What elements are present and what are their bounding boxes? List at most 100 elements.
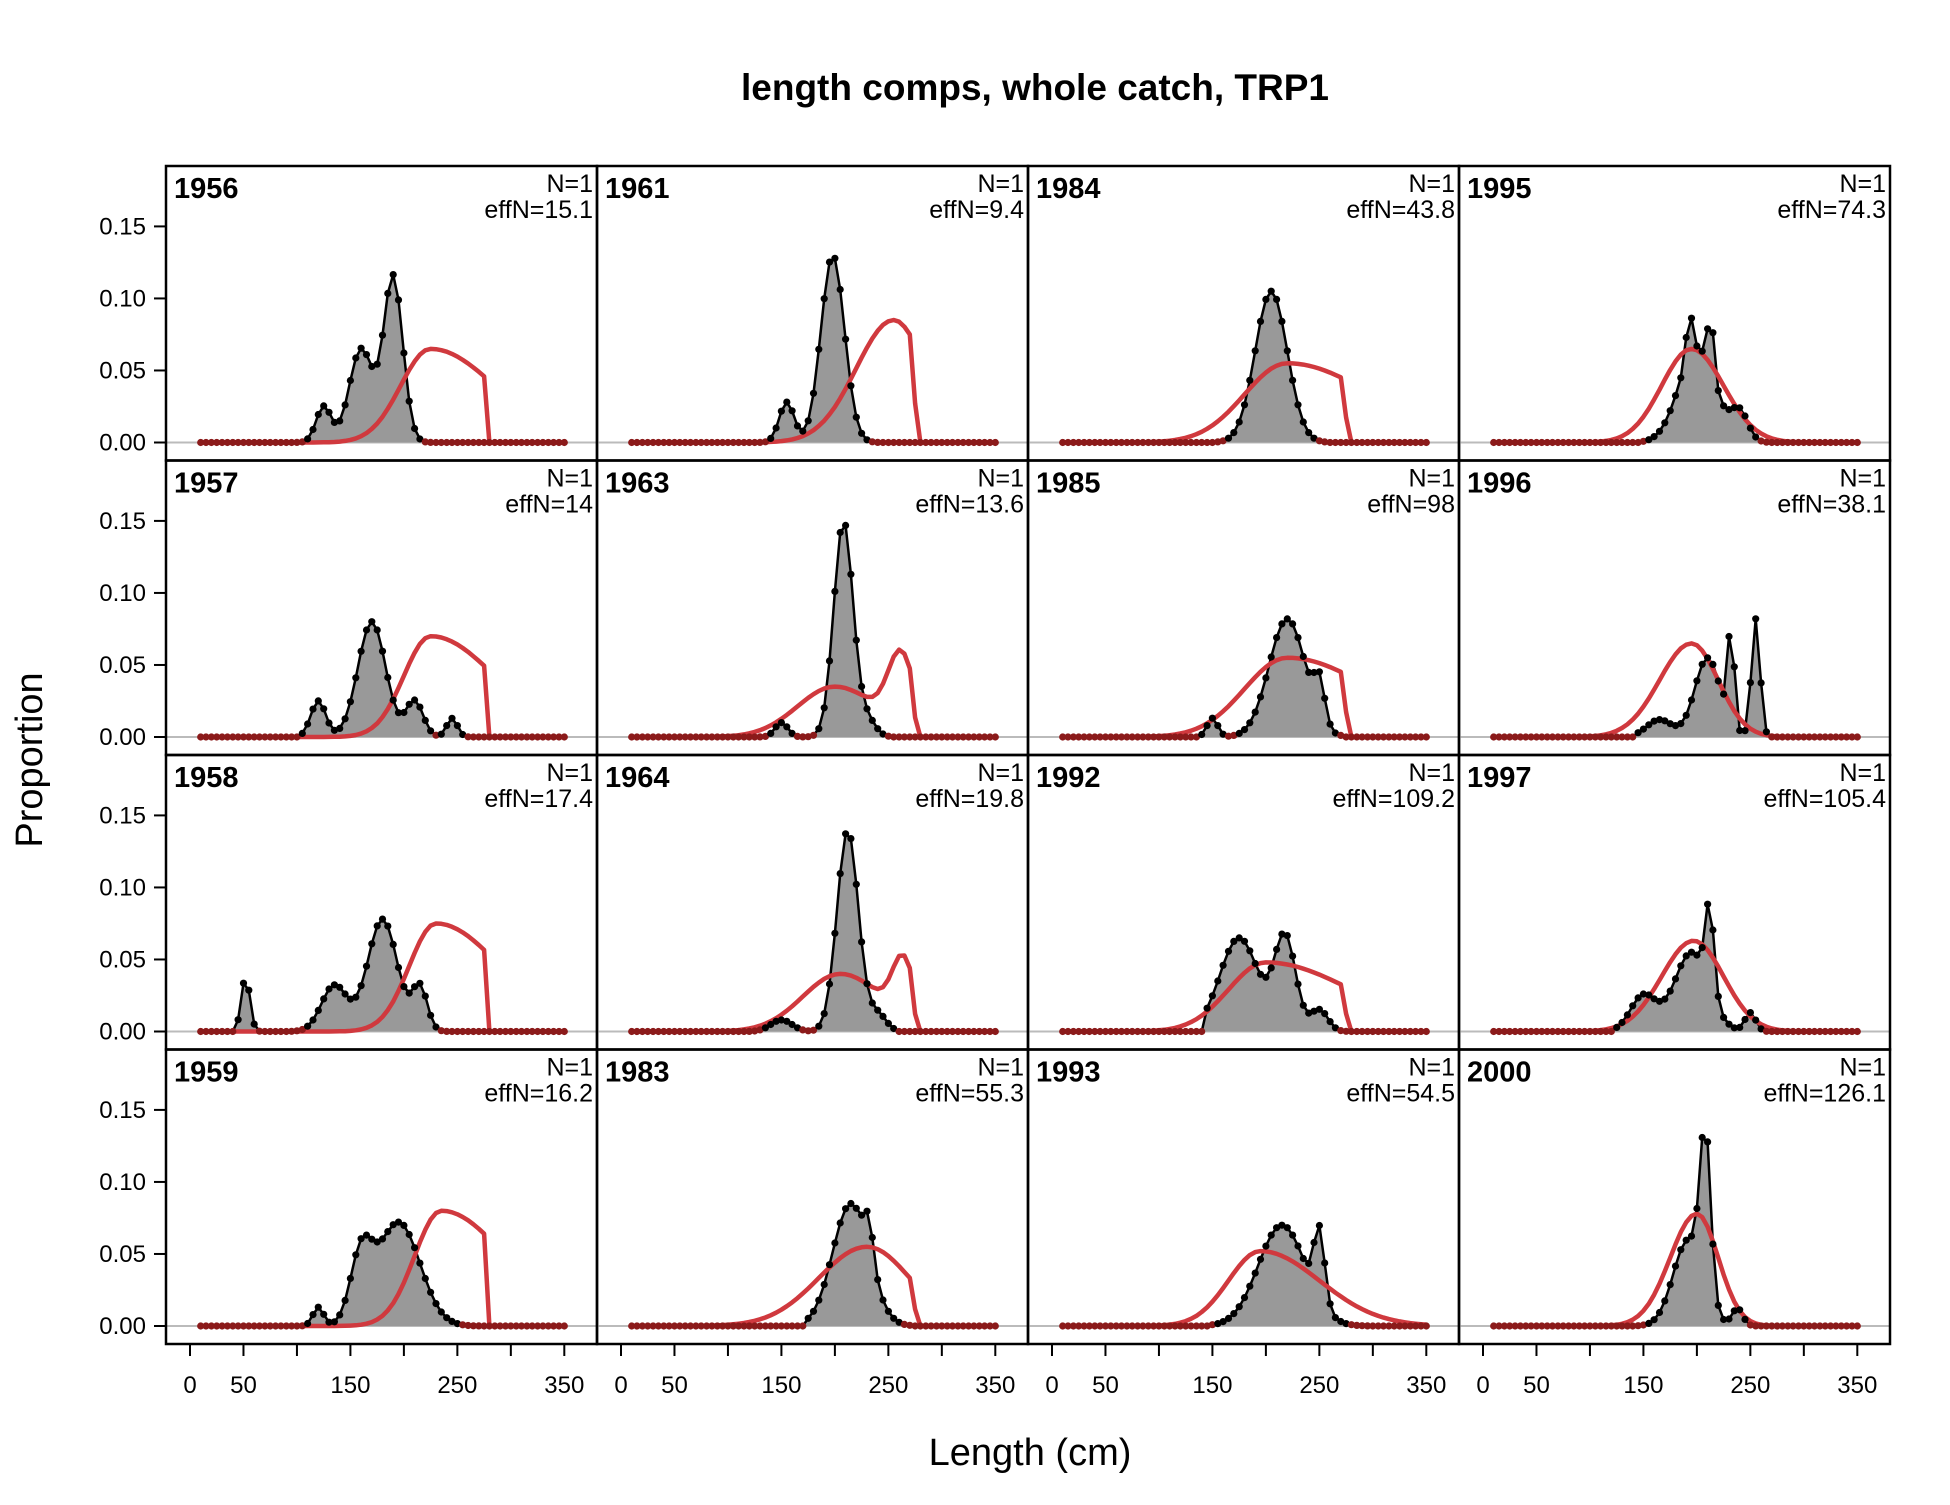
observed-point [890, 1024, 898, 1033]
observed-point [1299, 418, 1307, 426]
observed-point [665, 733, 673, 741]
observed-point [1139, 1027, 1147, 1036]
observed-point [681, 1322, 689, 1330]
observed-point [1650, 717, 1658, 725]
observed-point [836, 285, 844, 294]
observed-point [1704, 900, 1712, 908]
observed-point [943, 438, 951, 447]
observed-point [234, 1322, 242, 1330]
observed-point [1511, 1322, 1519, 1330]
observed-point [1661, 717, 1669, 725]
observed-point [405, 700, 413, 708]
observed-point [1417, 1027, 1425, 1036]
observed-point [1417, 1322, 1425, 1330]
observed-point [469, 1322, 477, 1330]
observed-point [336, 724, 344, 733]
observed-point [1736, 1306, 1744, 1314]
observed-point [954, 733, 962, 741]
panel-year-label: 2000 [1467, 1057, 1532, 1089]
observed-point [1080, 1027, 1088, 1036]
observed-point [1581, 1322, 1589, 1330]
observed-point [660, 1027, 668, 1036]
observed-point [895, 438, 903, 447]
observed-area [200, 919, 565, 1032]
observed-point [1800, 438, 1808, 447]
observed-point [660, 1322, 668, 1330]
observed-point [1736, 726, 1744, 735]
observed-point [1725, 1020, 1733, 1028]
observed-point [633, 438, 641, 447]
observed-point [384, 673, 392, 682]
observed-point [1187, 1322, 1195, 1330]
observed-point [1522, 1322, 1530, 1330]
x-tick-label: 0 [183, 1372, 196, 1399]
observed-point [1591, 438, 1599, 447]
observed-point [213, 438, 221, 447]
observed-point [507, 1027, 515, 1036]
observed-point [874, 438, 882, 446]
observed-point [1412, 1027, 1420, 1036]
observed-line [631, 1201, 996, 1328]
observed-point [825, 1261, 834, 1269]
observed-point [1613, 1322, 1621, 1330]
observed-point [1848, 733, 1856, 741]
observed-point [1379, 1027, 1388, 1036]
observed-point [1262, 1242, 1270, 1250]
observed-point [528, 733, 536, 741]
observed-point [1532, 1322, 1541, 1330]
observed-point [809, 731, 818, 739]
observed-point [378, 1235, 387, 1243]
observed-point [1321, 438, 1329, 446]
observed-point [633, 1027, 641, 1036]
observed-point [501, 1322, 510, 1330]
observed-point [1182, 1027, 1190, 1036]
observed-point [686, 1027, 695, 1036]
observed-point [815, 345, 823, 353]
observed-point [1623, 1011, 1631, 1019]
observed-point [341, 1296, 349, 1304]
observed-point [539, 1322, 547, 1330]
observed-point [1639, 990, 1647, 998]
observed-point [1559, 438, 1567, 447]
observed-point [692, 1322, 700, 1330]
observed-point [357, 647, 365, 655]
observed-point [1412, 438, 1420, 447]
observed-point [959, 438, 967, 447]
observed-point [1629, 1002, 1637, 1010]
observed-point [970, 1027, 978, 1036]
observed-point [911, 438, 919, 447]
observed-point [1219, 961, 1227, 969]
observed-point [416, 703, 424, 711]
observed-point [218, 733, 226, 741]
observed-point [517, 1322, 526, 1330]
observed-point [692, 438, 700, 447]
y-tick-label: 0.15 [99, 213, 146, 240]
observed-point [1794, 733, 1803, 741]
observed-point [825, 258, 834, 266]
observed-point [555, 1027, 563, 1036]
observed-point [1810, 1322, 1819, 1330]
observed-point [1091, 1027, 1099, 1036]
observed-point [469, 733, 477, 741]
observed-point [1091, 733, 1099, 741]
observed-point [729, 438, 737, 447]
observed-point [1778, 733, 1786, 741]
observed-point [507, 438, 515, 447]
observed-point [550, 1027, 558, 1036]
observed-point [911, 733, 919, 741]
observed-point [895, 733, 903, 741]
observed-point [1080, 733, 1088, 741]
observed-point [528, 1027, 536, 1036]
observed-point [938, 438, 946, 447]
observed-point [1246, 376, 1254, 384]
observed-point [394, 709, 403, 717]
x-tick-label: 150 [330, 1372, 370, 1399]
observed-point [1832, 1322, 1840, 1330]
observed-point [485, 1027, 493, 1036]
observed-point [1575, 1322, 1583, 1330]
observed-point [1310, 668, 1318, 677]
observed-point [1235, 729, 1243, 738]
observed-point [1490, 733, 1498, 741]
observed-point [975, 1322, 983, 1330]
observed-point [1176, 1322, 1184, 1330]
